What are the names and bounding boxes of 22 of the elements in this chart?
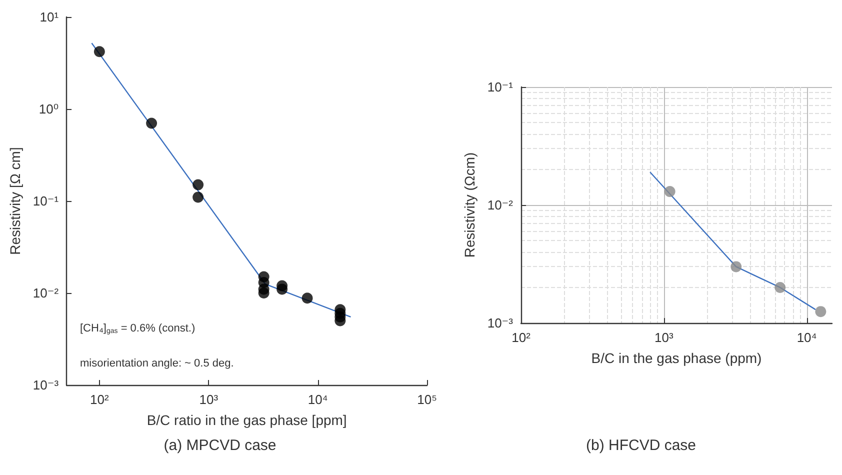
x-tick-label: 10³ xyxy=(199,392,219,407)
y-tick-label: 10⁻² xyxy=(487,198,514,212)
x-tick-label: 10³ xyxy=(654,330,674,345)
y-axis-title: Resistivity [Ω cm] xyxy=(7,147,23,255)
text: (b) HFCVD case xyxy=(586,437,696,454)
text: (a) MPCVD case xyxy=(164,437,276,454)
y-tick-label: 10⁻¹ xyxy=(32,194,60,208)
y-axis-title: Resistivity (Ωcm) xyxy=(461,152,478,258)
y-tick-label: 10⁻² xyxy=(32,286,60,300)
annotation: misorientation angle: ~ 0.5 deg. xyxy=(80,358,234,370)
x-tick-label: 10⁴ xyxy=(308,392,328,407)
x-tick-label: 10⁵ xyxy=(417,392,438,407)
x-tick-label: 10² xyxy=(512,330,532,345)
y-tick-label: 10⁻³ xyxy=(32,378,60,392)
y-tick-label: 10⁰ xyxy=(38,102,59,116)
x-tick-label: 10⁴ xyxy=(796,330,817,345)
x-axis-title: B/C in the gas phase (ppm) xyxy=(591,350,762,366)
y-tick-label: 10¹ xyxy=(40,10,60,24)
y-tick-label: 10⁻³ xyxy=(487,316,514,330)
x-tick-label: 10² xyxy=(90,392,110,407)
y-tick-label: 10⁻¹ xyxy=(487,80,514,94)
x-axis-title: B/C ratio in the gas phase [ppm] xyxy=(146,412,347,428)
